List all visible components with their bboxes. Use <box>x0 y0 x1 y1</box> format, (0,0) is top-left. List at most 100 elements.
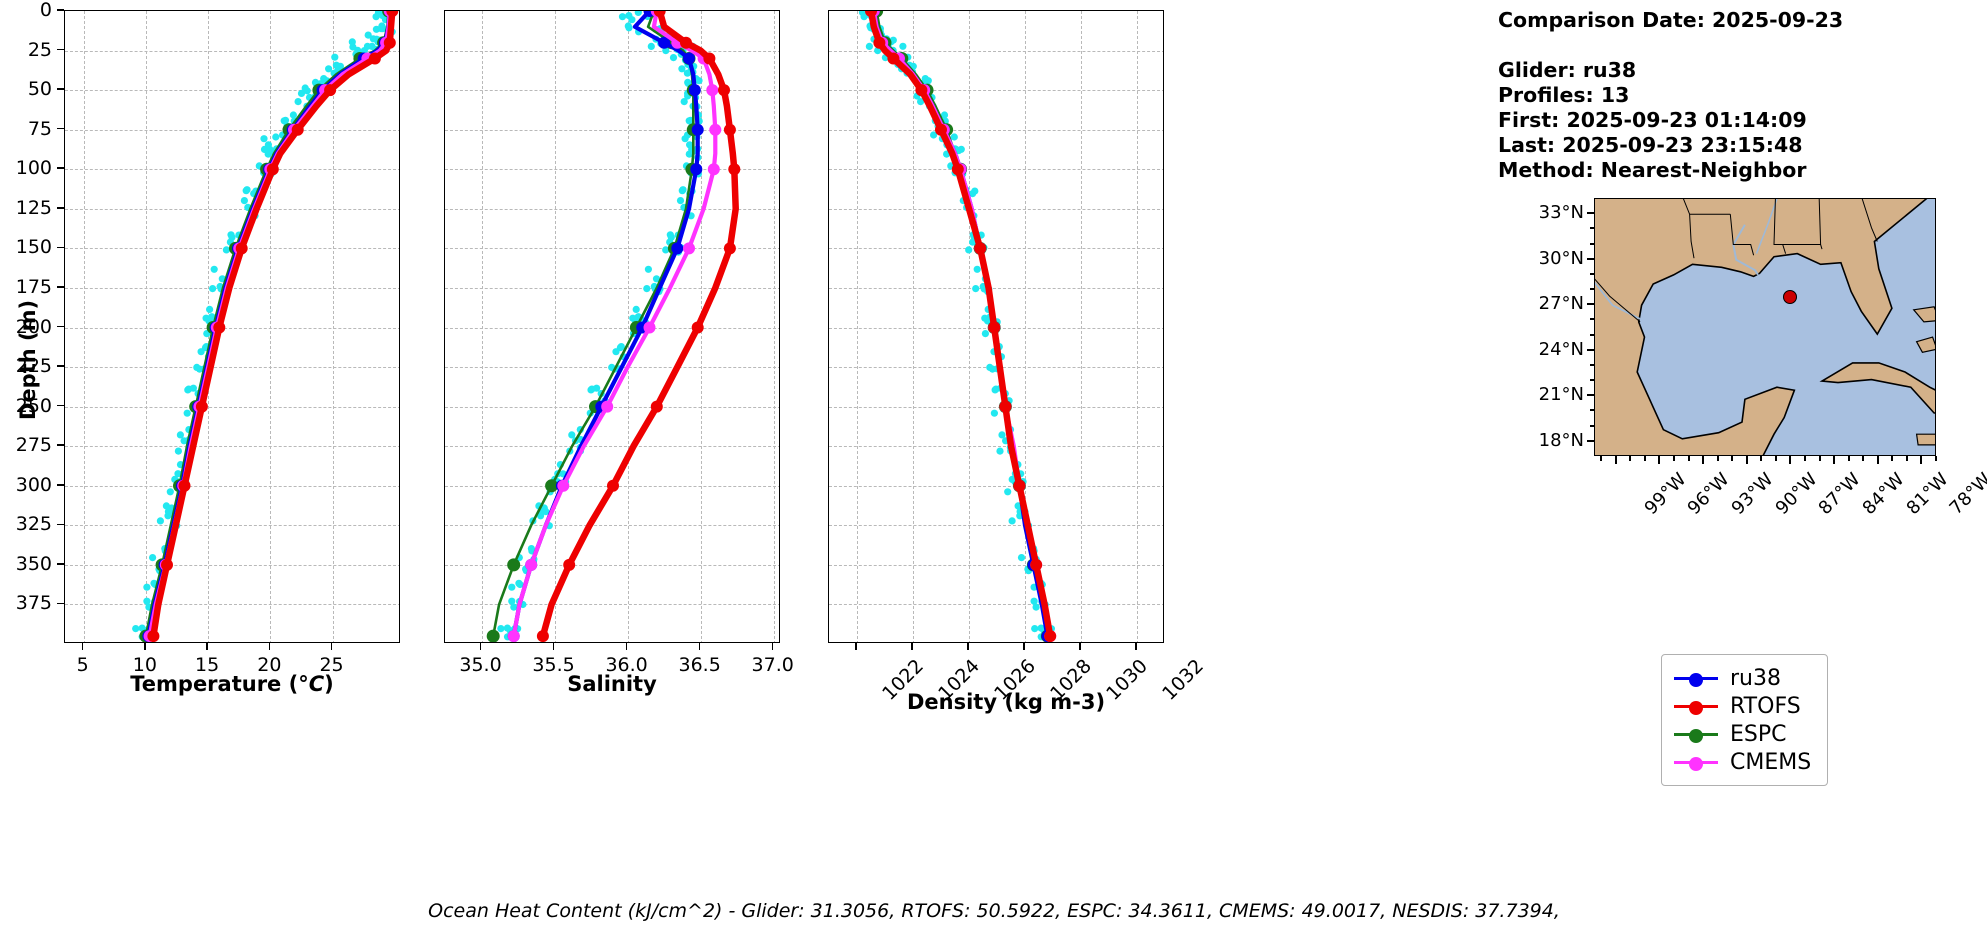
first-time-text: First: 2025-09-23 01:14:09 <box>1498 108 1807 132</box>
y-tick <box>57 127 64 130</box>
profile-curves <box>858 11 1057 642</box>
map-lat-tick <box>1587 303 1594 306</box>
series-marker-cmems <box>706 84 719 97</box>
series-marker-rtofs <box>178 479 191 492</box>
y-tick-label: 250 <box>15 394 52 417</box>
x-tick <box>330 643 333 650</box>
gridline-horizontal <box>65 604 399 606</box>
series-marker-rtofs <box>1030 558 1043 571</box>
gridline-horizontal <box>445 169 779 171</box>
series-marker-rtofs <box>873 36 886 49</box>
x-tick <box>268 643 271 650</box>
glider-scatter-cloud <box>858 11 1055 641</box>
series-marker-rtofs <box>536 630 549 642</box>
x-tick-label: 10 <box>132 654 157 676</box>
gridline-vertical <box>270 11 272 642</box>
y-tick <box>57 365 64 367</box>
gridline-horizontal <box>829 446 1163 448</box>
map-lat-minor-tick <box>1590 318 1594 321</box>
gridline-horizontal <box>65 564 399 566</box>
glider-scatter-cloud <box>497 11 703 641</box>
series-marker-rtofs <box>723 242 736 255</box>
map-lat-minor-tick <box>1590 409 1594 412</box>
gridline-vertical <box>969 11 970 642</box>
x-tick <box>81 643 84 650</box>
map-lon-minor-tick <box>1687 456 1690 461</box>
x-tick <box>1135 643 1137 650</box>
gridline-vertical <box>773 11 775 642</box>
series-marker-rtofs <box>653 11 666 17</box>
series-marker-rtofs <box>147 630 160 642</box>
legend-item-ru38[interactable]: ru38 <box>1674 664 1811 692</box>
x-tick <box>144 643 146 650</box>
y-tick-label: 25 <box>27 38 52 61</box>
gridline-horizontal <box>65 50 399 52</box>
series-marker-rtofs <box>951 163 964 176</box>
y-tick <box>57 286 64 288</box>
map-lat-label: 33°N <box>1538 202 1584 224</box>
series-marker-rtofs <box>1044 630 1057 642</box>
gridline-horizontal <box>445 446 779 448</box>
gridline-horizontal <box>829 287 1163 289</box>
gridline-horizontal <box>445 564 779 566</box>
gridline-horizontal <box>65 446 399 448</box>
gridline-horizontal <box>445 129 779 131</box>
y-tick-label: 350 <box>15 552 52 575</box>
series-marker-rtofs <box>563 558 576 571</box>
last-time-text: Last: 2025-09-23 23:15:48 <box>1498 133 1803 157</box>
temperature-axis-title: Temperature (°C) <box>130 672 334 696</box>
map-lon-tick <box>1658 456 1661 464</box>
y-tick <box>57 563 64 565</box>
map-lat-tick <box>1587 348 1594 351</box>
series-marker-rtofs <box>999 400 1012 413</box>
series-marker-cmems <box>709 123 722 136</box>
method-text: Method: Nearest-Neighbor <box>1498 158 1807 182</box>
map-lon-label: 93°W <box>1727 469 1778 519</box>
y-tick-label: 300 <box>15 473 52 496</box>
x-tick-label: 37.0 <box>751 654 794 676</box>
map-lat-minor-tick <box>1590 424 1594 427</box>
series-marker-cmems <box>683 242 695 255</box>
series-marker-cmems <box>707 163 720 176</box>
y-tick <box>57 246 64 249</box>
legend-marker-dot <box>1689 728 1703 743</box>
series-marker-rtofs <box>650 400 663 413</box>
gridline-vertical <box>481 11 483 642</box>
series-marker-rtofs <box>607 479 619 492</box>
map-lon-tick <box>1833 456 1836 464</box>
gridline-horizontal <box>65 90 399 92</box>
x-tick-label: 5 <box>76 654 89 676</box>
legend-item-rtofs[interactable]: RTOFS <box>1674 692 1811 720</box>
series-line-espc <box>491 11 695 638</box>
gridline-horizontal <box>445 287 779 289</box>
legend-item-cmems[interactable]: CMEMS <box>1674 748 1811 776</box>
map-lon-minor-tick <box>1804 456 1807 461</box>
x-tick-label: 35.0 <box>459 654 502 676</box>
map-lon-minor-tick <box>1716 456 1719 461</box>
ocean-heat-content-caption: Ocean Heat Content (kJ/cm^2) - Glider: 3… <box>428 900 1560 922</box>
series-marker-rtofs <box>915 84 928 97</box>
coastline-graphic <box>1595 199 1935 455</box>
series-line-rtofs <box>867 11 1054 640</box>
map-canvas[interactable] <box>1594 198 1936 456</box>
y-tick-label: 225 <box>15 355 52 378</box>
map-lon-minor-tick <box>1629 456 1632 461</box>
gridline-horizontal <box>445 327 779 329</box>
x-tick <box>552 643 555 650</box>
y-tick <box>57 88 64 90</box>
series-marker-rtofs <box>266 163 279 176</box>
map-lon-minor-tick <box>1774 456 1777 461</box>
location-map[interactable]: 33°N 30°N 27°N 24°N 21°N 18°N 99°W 96°W 93°W 90°W… <box>1498 190 1987 519</box>
density-axis-title: Density (kg m-3) <box>906 690 1106 714</box>
y-tick <box>57 325 64 328</box>
legend-item-espc[interactable]: ESPC <box>1674 720 1811 748</box>
series-marker-ru38 <box>671 242 684 255</box>
map-lon-tick <box>1614 456 1617 464</box>
profile-curves <box>132 11 399 642</box>
series-marker-cmems <box>557 479 570 492</box>
salinity-axis-title: Salinity <box>567 672 657 696</box>
series-marker-rtofs <box>235 242 248 255</box>
series-line-espc <box>144 11 390 638</box>
glider-position-marker[interactable] <box>1782 290 1797 305</box>
series-marker-rtofs <box>161 558 173 571</box>
